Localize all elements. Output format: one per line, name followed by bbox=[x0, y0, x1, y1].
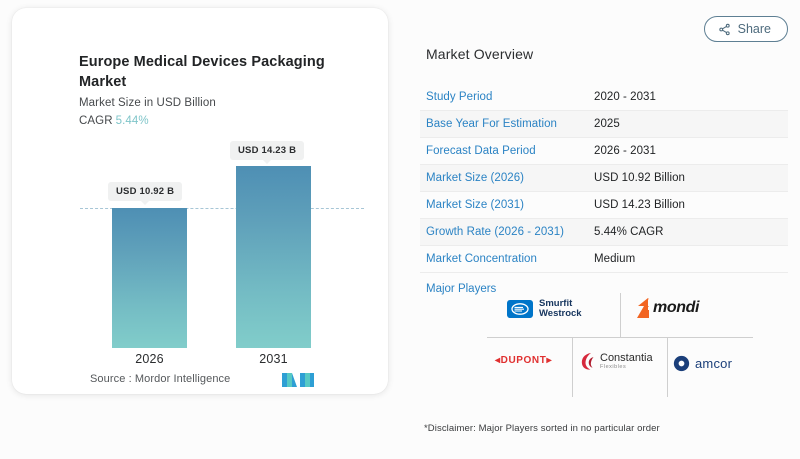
grid-divider bbox=[620, 293, 621, 338]
chart-cagr: CAGR 5.44% bbox=[79, 115, 149, 127]
major-players-logo-grid: Smurfit Westrock mondi ◂DUPONT▸ Constant… bbox=[487, 293, 753, 397]
constantia-swirl-icon bbox=[581, 353, 594, 370]
table-row: Market Size (2026) USD 10.92 Billion bbox=[420, 165, 788, 192]
chart-cagr-label: CAGR bbox=[79, 115, 113, 127]
share-icon bbox=[718, 23, 730, 35]
row-value: 5.44% CAGR bbox=[594, 226, 664, 238]
grid-divider bbox=[667, 337, 668, 397]
chart-subtitle: Market Size in USD Billion bbox=[79, 97, 216, 109]
smurfit-text: Smurfit Westrock bbox=[539, 299, 582, 319]
bar-label-2026: USD 10.92 B bbox=[108, 182, 183, 205]
bar-2026 bbox=[112, 208, 187, 348]
grid-divider bbox=[572, 337, 573, 397]
row-key: Market Size (2031) bbox=[426, 199, 525, 211]
player-logo-constantia: Constantia Flexibles bbox=[580, 351, 653, 371]
constantia-text-block: Constantia Flexibles bbox=[600, 351, 653, 370]
constantia-text: Constantia bbox=[600, 351, 653, 364]
table-row: Base Year For Estimation 2025 bbox=[420, 111, 788, 138]
smurfit-glyph-icon bbox=[511, 303, 529, 315]
smurfit-line-2: Westrock bbox=[539, 308, 582, 319]
row-key: Growth Rate (2026 - 2031) bbox=[426, 226, 565, 238]
smurfit-line-1: Smurfit bbox=[539, 298, 573, 309]
table-row: Market Concentration Medium bbox=[420, 246, 788, 273]
row-value: USD 14.23 Billion bbox=[594, 199, 685, 211]
chart-source: Source : Mordor Intelligence bbox=[90, 373, 231, 385]
mordor-intelligence-logo-icon bbox=[282, 373, 314, 387]
reference-dashed-line bbox=[80, 208, 364, 209]
mondi-text: mondi bbox=[653, 299, 699, 316]
player-logo-dupont: ◂DUPONT▸ bbox=[495, 355, 552, 366]
table-row: Study Period 2020 - 2031 bbox=[420, 84, 788, 111]
chart-title: Europe Medical Devices Packaging Market bbox=[79, 54, 325, 90]
table-row: Growth Rate (2026 - 2031) 5.44% CAGR bbox=[420, 219, 788, 246]
player-logo-mondi: mondi bbox=[635, 297, 699, 319]
bar-chart-plot: USD 10.92 B USD 14.23 B 2026 2031 bbox=[72, 138, 372, 366]
row-value: 2025 bbox=[594, 118, 620, 130]
player-logo-smurfit-westrock: Smurfit Westrock bbox=[507, 299, 582, 319]
smurfit-mark-icon bbox=[507, 300, 533, 318]
chart-cagr-value: 5.44% bbox=[115, 115, 149, 127]
chart-card: Europe Medical Devices Packaging Market … bbox=[12, 8, 388, 394]
row-value: 2020 - 2031 bbox=[594, 91, 656, 103]
row-value: 2026 - 2031 bbox=[594, 145, 656, 157]
constantia-subtext: Flexibles bbox=[600, 363, 627, 370]
table-row: Forecast Data Period 2026 - 2031 bbox=[420, 138, 788, 165]
grid-divider bbox=[487, 337, 573, 338]
grid-divider bbox=[572, 337, 620, 338]
market-overview-table: Study Period 2020 - 2031 Base Year For E… bbox=[420, 84, 788, 273]
disclaimer-text: *Disclaimer: Major Players sorted in no … bbox=[424, 423, 660, 434]
row-key: Study Period bbox=[426, 91, 493, 103]
row-key: Forecast Data Period bbox=[426, 145, 536, 157]
x-axis-tick-2031: 2031 bbox=[259, 352, 288, 366]
row-value: USD 10.92 Billion bbox=[594, 172, 685, 184]
row-key: Market Concentration bbox=[426, 253, 537, 265]
grid-divider bbox=[620, 337, 668, 338]
market-overview-title: Market Overview bbox=[426, 46, 534, 62]
player-logo-amcor: amcor bbox=[673, 355, 732, 372]
amcor-mark-icon bbox=[673, 355, 690, 372]
row-value: Medium bbox=[594, 253, 636, 265]
share-button-label: Share bbox=[737, 22, 771, 36]
grid-divider bbox=[667, 337, 753, 338]
share-button[interactable]: Share bbox=[703, 16, 788, 42]
bar-2031 bbox=[236, 166, 311, 348]
dupont-text: ◂DUPONT▸ bbox=[495, 355, 553, 366]
row-key: Base Year For Estimation bbox=[426, 118, 557, 130]
table-row: Market Size (2031) USD 14.23 Billion bbox=[420, 192, 788, 219]
mondi-arrow-icon bbox=[637, 298, 649, 318]
x-axis-tick-2026: 2026 bbox=[135, 352, 164, 366]
amcor-text: amcor bbox=[695, 356, 733, 371]
major-players-label: Major Players bbox=[426, 283, 497, 295]
bar-label-2031: USD 14.23 B bbox=[230, 141, 305, 164]
row-key: Market Size (2026) bbox=[426, 172, 525, 184]
